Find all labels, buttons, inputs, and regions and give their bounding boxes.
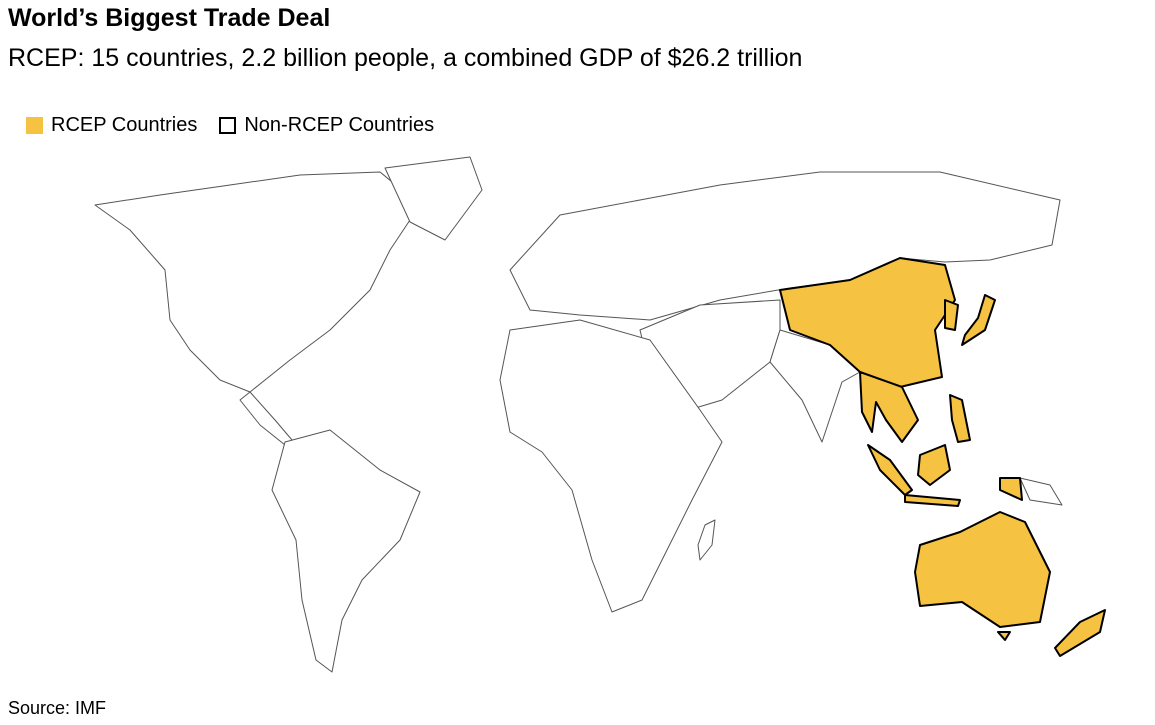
- title: World’s Biggest Trade Deal: [8, 4, 331, 32]
- japan: [961, 294, 996, 346]
- south-america: [271, 429, 421, 673]
- legend-label: Non-RCEP Countries: [244, 114, 435, 136]
- madagascar: [697, 519, 716, 561]
- new-zealand: [1054, 609, 1106, 657]
- source: Source: IMF: [8, 698, 107, 718]
- legend-swatch: [219, 117, 237, 134]
- subtitle: RCEP: 15 countries, 2.2 billion people, …: [8, 44, 803, 72]
- tasmania: [997, 631, 1011, 641]
- legend: RCEP Countries Non-RCEP Countries: [26, 114, 434, 137]
- europe-north-asia: [509, 171, 1061, 321]
- southeast-asia: [859, 371, 919, 443]
- korea: [944, 299, 959, 331]
- australia: [914, 511, 1051, 628]
- central-america: [239, 391, 293, 446]
- png: [1019, 477, 1063, 506]
- philippines: [949, 394, 971, 443]
- java: [904, 494, 961, 507]
- china: [779, 257, 956, 388]
- borneo: [917, 444, 951, 486]
- north-america: [94, 171, 421, 393]
- legend-swatch: [26, 117, 43, 134]
- greenland: [384, 156, 483, 241]
- new-guinea-west: [999, 477, 1023, 501]
- africa: [499, 319, 723, 613]
- sumatra: [867, 444, 913, 496]
- legend-label: RCEP Countries: [51, 114, 198, 136]
